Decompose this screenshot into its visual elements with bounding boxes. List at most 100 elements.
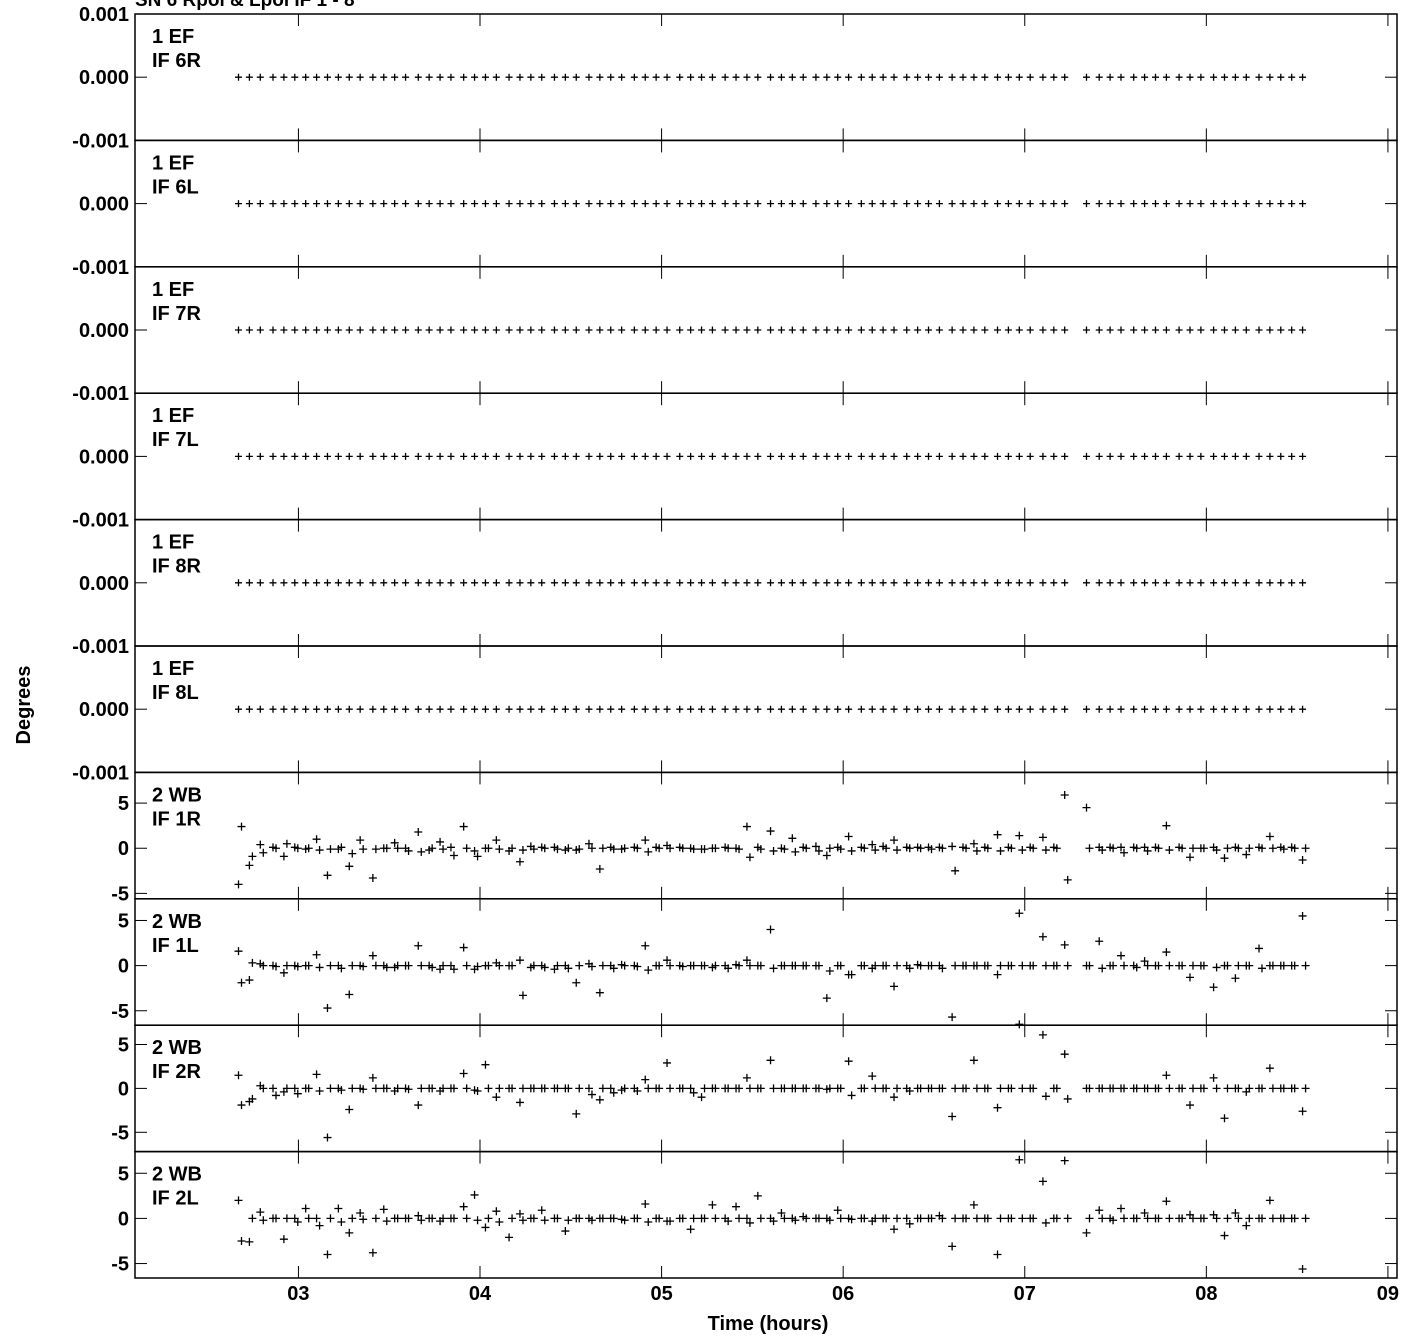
data-point	[860, 961, 869, 970]
data-point	[1162, 1197, 1171, 1206]
data-point	[700, 845, 709, 854]
data-point	[1299, 200, 1307, 208]
data-point	[822, 851, 831, 860]
data-point	[540, 963, 549, 972]
data-point	[1288, 200, 1296, 208]
data-point	[279, 968, 288, 977]
data-point	[1004, 200, 1012, 208]
data-point	[404, 961, 413, 970]
data-point	[447, 579, 455, 587]
data-point	[371, 961, 380, 970]
data-point	[606, 1084, 615, 1093]
data-point	[890, 705, 898, 713]
data-point	[462, 844, 471, 853]
panel-if-label: IF 1R	[152, 808, 201, 830]
data-point	[471, 200, 479, 208]
data-point	[1085, 1084, 1094, 1093]
panel-station-label: 1 EF	[152, 658, 194, 680]
data-point	[334, 200, 342, 208]
data-point	[655, 1084, 664, 1093]
panel-station-label: 2 WB	[152, 784, 202, 806]
data-point	[1245, 1214, 1254, 1223]
y-tick-label: 5	[118, 1163, 129, 1185]
data-point	[972, 1084, 981, 1093]
data-point	[1162, 326, 1170, 334]
data-point	[1245, 1084, 1254, 1093]
data-point	[279, 1235, 288, 1244]
data-point	[1015, 909, 1024, 918]
data-point	[1178, 844, 1187, 853]
data-point	[1290, 844, 1299, 853]
data-point	[471, 705, 479, 713]
data-point	[484, 961, 493, 970]
data-point	[1299, 326, 1307, 334]
data-point	[845, 452, 853, 460]
data-point	[1220, 854, 1229, 863]
data-point	[721, 452, 729, 460]
data-point	[1141, 452, 1149, 460]
data-point	[687, 579, 695, 587]
data-point	[788, 200, 796, 208]
data-point	[1132, 1214, 1141, 1223]
data-point	[1026, 579, 1034, 587]
data-point	[256, 200, 264, 208]
data-point	[369, 73, 377, 81]
data-point	[633, 844, 642, 853]
data-point	[575, 1084, 584, 1093]
data-point	[1061, 579, 1069, 587]
data-point	[481, 1060, 490, 1069]
data-point	[698, 326, 706, 334]
data-point	[359, 845, 368, 854]
data-point	[825, 844, 834, 853]
data-point	[550, 579, 558, 587]
data-point	[1015, 200, 1023, 208]
data-point	[234, 1196, 243, 1205]
data-point	[1141, 579, 1149, 587]
data-point	[585, 73, 593, 81]
data-point	[572, 579, 580, 587]
data-point	[938, 844, 947, 853]
data-point	[237, 1101, 246, 1110]
data-point	[618, 579, 626, 587]
data-point	[382, 1217, 391, 1226]
data-point	[620, 1216, 629, 1225]
data-point	[993, 830, 1002, 839]
data-point	[708, 73, 716, 81]
data-point	[951, 961, 960, 970]
y-tick-label: -0.001	[72, 510, 129, 532]
data-point	[1061, 73, 1069, 81]
data-point	[515, 857, 524, 866]
data-point	[1061, 326, 1069, 334]
data-point	[449, 965, 458, 974]
data-point	[550, 73, 558, 81]
data-point	[371, 1214, 380, 1223]
data-point	[348, 849, 357, 858]
data-point	[721, 200, 729, 208]
data-point	[1212, 846, 1221, 855]
data-point	[368, 951, 377, 960]
data-point	[780, 845, 789, 854]
data-point	[1041, 1092, 1050, 1101]
data-point	[345, 705, 353, 713]
data-point	[812, 73, 820, 81]
data-point	[1098, 1214, 1107, 1223]
data-point	[1223, 961, 1232, 970]
data-point	[1119, 1214, 1128, 1223]
data-point	[618, 326, 626, 334]
data-point	[575, 1214, 584, 1223]
data-point	[1098, 964, 1107, 973]
data-point	[641, 452, 649, 460]
data-point	[981, 579, 989, 587]
data-point	[769, 964, 778, 973]
data-point	[791, 847, 800, 856]
data-point	[1004, 705, 1012, 713]
data-point	[641, 579, 649, 587]
data-point	[981, 200, 989, 208]
data-point	[969, 1056, 978, 1065]
data-point	[1095, 937, 1104, 946]
data-point	[1018, 1084, 1027, 1093]
data-point	[1178, 1084, 1187, 1093]
data-point	[414, 200, 422, 208]
data-point	[492, 200, 500, 208]
data-point	[1189, 1214, 1197, 1223]
